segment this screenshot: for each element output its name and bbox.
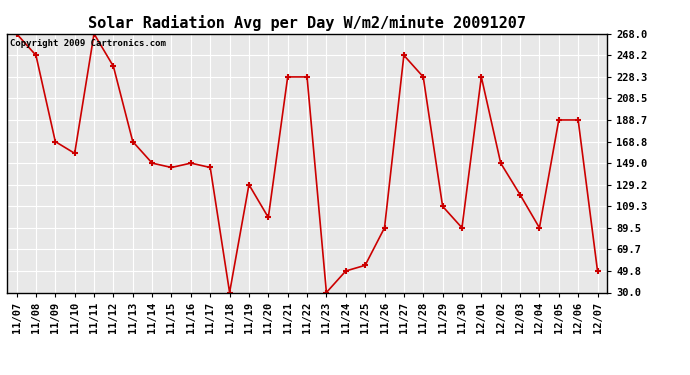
Title: Solar Radiation Avg per Day W/m2/minute 20091207: Solar Radiation Avg per Day W/m2/minute …: [88, 15, 526, 31]
Text: Copyright 2009 Cartronics.com: Copyright 2009 Cartronics.com: [10, 39, 166, 48]
